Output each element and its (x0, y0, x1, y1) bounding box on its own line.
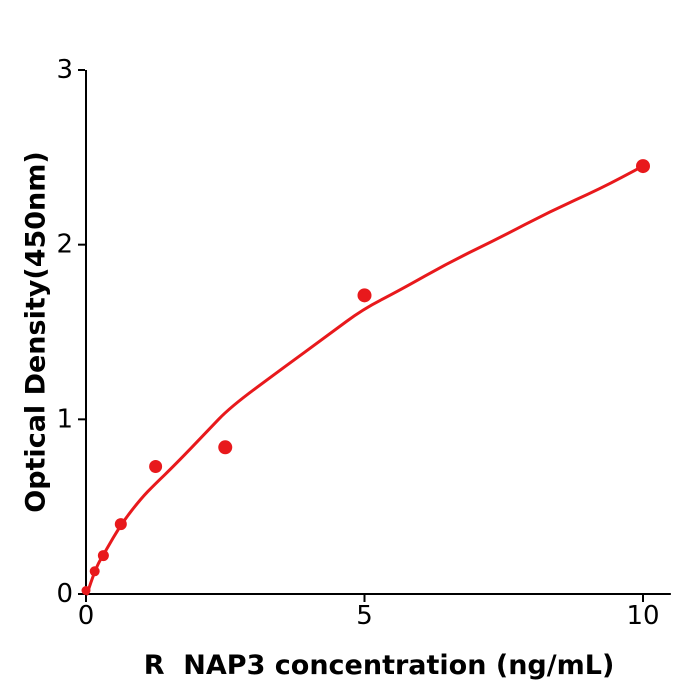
data-point (97, 550, 109, 562)
data-point (357, 288, 372, 303)
x-axis-title: R NAP3 concentration (ng/mL) (143, 650, 615, 681)
y-tick-label: 2 (56, 230, 73, 260)
data-point (114, 518, 127, 531)
x-tick-label: 10 (626, 601, 659, 631)
x-tick-label: 5 (356, 601, 373, 631)
y-tick-label: 3 (56, 55, 73, 85)
y-tick-label: 0 (56, 579, 73, 609)
y-axis-title: Optical Density(450nm) (20, 151, 52, 513)
data-point (636, 159, 650, 174)
data-point (218, 440, 233, 455)
x-tick-label: 0 (78, 601, 95, 631)
y-tick-label: 1 (56, 404, 73, 434)
data-point (89, 566, 100, 577)
data-point (149, 459, 163, 473)
data-point (81, 586, 91, 596)
fit-curve-line (85, 164, 645, 596)
